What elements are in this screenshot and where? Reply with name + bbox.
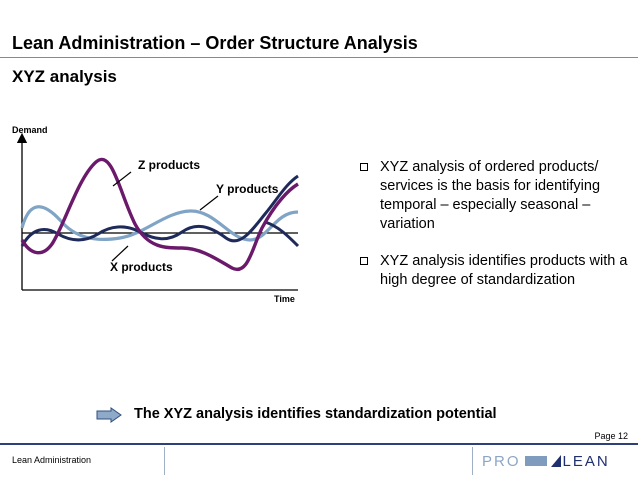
page-number: Page 12 [594, 431, 628, 441]
checkbox-bullet-icon [360, 257, 368, 265]
prolean-logo: PRO LEAN [482, 452, 610, 470]
bullet-text: XYZ analysis identifies products with a … [380, 253, 628, 288]
logo-block-icon [524, 456, 547, 466]
right-arrow-icon [96, 407, 122, 423]
z-products-curve [20, 157, 299, 272]
footer-divider [0, 443, 638, 445]
x-pointer [111, 245, 129, 262]
bullet-item: XYZ analysis of ordered products/ servic… [352, 158, 632, 234]
title-divider [0, 57, 638, 58]
bullet-text: XYZ analysis of ordered products/ servic… [380, 159, 601, 232]
checkbox-bullet-icon [360, 163, 368, 171]
logo-slash-icon [550, 455, 561, 467]
z-products-label: Z products [138, 158, 200, 172]
y-axis-label: Demand [12, 125, 48, 135]
page-title: Lean Administration – Order Structure An… [12, 33, 418, 53]
x-products-label: X products [110, 260, 173, 274]
y-pointer [199, 195, 219, 211]
logo-lean-text: LEAN [562, 452, 610, 470]
bullet-list: XYZ analysis of ordered products/ servic… [352, 158, 632, 308]
conclusion-text: The XYZ analysis identifies standardizat… [134, 406, 497, 422]
footer-separator [164, 447, 165, 475]
logo-pro-text: PRO [482, 452, 521, 470]
footer-label: Lean Administration [12, 455, 92, 465]
x-axis-label: Time [274, 294, 295, 304]
z-pointer [112, 171, 132, 187]
y-products-curve [20, 205, 299, 242]
x-products-curve-tail [264, 220, 300, 248]
x-products-curve [20, 174, 299, 247]
bullet-item: XYZ analysis identifies products with a … [352, 252, 632, 290]
footer-separator [472, 447, 473, 475]
y-products-label: Y products [216, 182, 279, 196]
xyz-demand-diagram: Demand Time Z products Y products X prod… [12, 125, 300, 304]
section-subtitle: XYZ analysis [12, 67, 117, 86]
